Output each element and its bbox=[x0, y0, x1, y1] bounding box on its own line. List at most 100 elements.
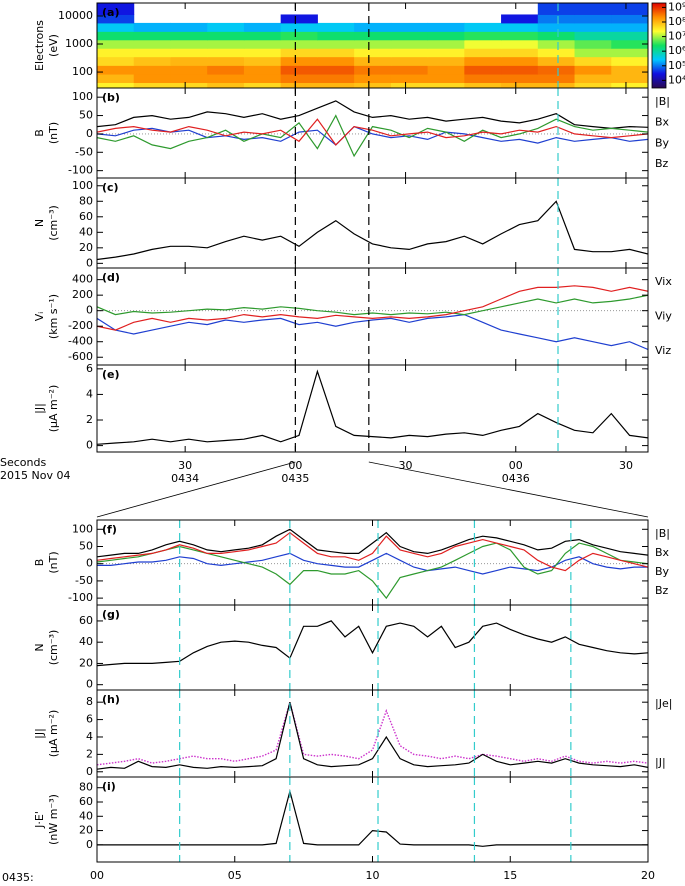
series-line bbox=[97, 542, 648, 600]
heat-cell bbox=[97, 14, 135, 24]
plot-area bbox=[97, 200, 648, 261]
y-tick-label: 100 bbox=[72, 179, 93, 192]
y-tick-label: 80 bbox=[79, 194, 93, 207]
x-tick-sublabel: 0434 bbox=[171, 472, 199, 485]
y-axis-label: |J| bbox=[33, 728, 46, 739]
plot-area bbox=[97, 699, 648, 770]
x-tick-label: 15 bbox=[503, 869, 517, 882]
zoom-line bbox=[96, 461, 296, 518]
axes-frame bbox=[96, 87, 649, 179]
y-axis-label: (cm⁻³) bbox=[47, 630, 60, 666]
heat-cell bbox=[574, 74, 612, 83]
heat-cell bbox=[97, 82, 135, 88]
heat-cell bbox=[280, 14, 318, 24]
heat-cell bbox=[611, 74, 648, 83]
legend-label: Bx bbox=[655, 546, 670, 559]
heat-cell bbox=[464, 48, 502, 58]
y-tick-label: 100 bbox=[72, 522, 93, 535]
heat-cell bbox=[574, 39, 612, 49]
heat-cell bbox=[280, 31, 318, 41]
heat-cell bbox=[97, 22, 135, 32]
heat-cell bbox=[207, 39, 245, 49]
heat-cell bbox=[501, 82, 539, 88]
heat-cell bbox=[537, 56, 576, 66]
heat-cell bbox=[501, 48, 539, 58]
y-tick-label: 100 bbox=[72, 65, 93, 78]
y-tick-label: 0 bbox=[86, 256, 93, 269]
y-axis-label: (nW m⁻³) bbox=[47, 794, 60, 845]
heat-cell bbox=[170, 31, 208, 41]
y-axis-label: (nT) bbox=[47, 551, 60, 573]
zoom-line bbox=[368, 461, 649, 518]
y-tick-label: 20 bbox=[79, 656, 93, 669]
series-line bbox=[97, 528, 648, 558]
heat-cell bbox=[97, 3, 135, 15]
heat-cell bbox=[170, 82, 208, 88]
heat-cell bbox=[280, 39, 318, 49]
heat-cell bbox=[427, 39, 465, 49]
colorbar-label: 10⁸ bbox=[668, 15, 685, 28]
heat-cell bbox=[464, 22, 502, 32]
y-tick-label: 20 bbox=[79, 824, 93, 837]
heat-cell bbox=[390, 56, 429, 66]
heat-cell bbox=[390, 74, 429, 83]
legend-label: By bbox=[655, 565, 670, 578]
heat-cell bbox=[133, 56, 171, 66]
series-line bbox=[97, 118, 648, 146]
panel-label: (h) bbox=[102, 693, 120, 706]
heat-cell bbox=[133, 82, 171, 88]
heat-cell bbox=[537, 31, 576, 41]
heat-cell bbox=[243, 56, 282, 66]
heat-cell bbox=[170, 65, 208, 75]
y-axis-label: J·E' bbox=[33, 811, 46, 829]
legend-label: Vix bbox=[655, 275, 672, 288]
heat-cell bbox=[464, 74, 502, 83]
colorbar-label: 10⁹ bbox=[668, 0, 685, 13]
y-tick-label: -200 bbox=[68, 319, 93, 332]
heat-cell bbox=[280, 82, 318, 88]
y-tick-label: 2 bbox=[86, 747, 93, 760]
x-tick-label: 05 bbox=[228, 869, 242, 882]
heat-cell bbox=[207, 22, 245, 32]
heat-cell bbox=[574, 48, 612, 58]
heat-cell bbox=[280, 74, 318, 83]
series-line bbox=[97, 531, 648, 572]
heat-cell bbox=[574, 65, 612, 75]
y-tick-label: 80 bbox=[79, 781, 93, 794]
y-tick-label: 8 bbox=[86, 695, 93, 708]
heat-cell bbox=[501, 56, 539, 66]
colorbar-label: 10⁶ bbox=[668, 44, 685, 57]
heat-cell bbox=[611, 22, 648, 32]
y-tick-label: 60 bbox=[79, 210, 93, 223]
y-tick-label: 0 bbox=[86, 304, 93, 317]
y-axis-label: (μA m⁻²) bbox=[47, 710, 60, 758]
heat-cell bbox=[537, 65, 576, 75]
heat-cell bbox=[427, 31, 465, 41]
y-axis-label: Vᵢ bbox=[33, 312, 46, 322]
y-tick-label: -100 bbox=[68, 591, 93, 604]
heat-cell bbox=[427, 82, 465, 88]
panel-label: (g) bbox=[102, 608, 120, 621]
heat-cell bbox=[354, 65, 392, 75]
heat-cell bbox=[170, 22, 208, 32]
heat-cell bbox=[611, 48, 648, 58]
heat-cell bbox=[354, 56, 392, 66]
heat-cell bbox=[501, 65, 539, 75]
heat-cell bbox=[537, 39, 576, 49]
y-tick-label: -100 bbox=[68, 164, 93, 177]
heat-cell bbox=[390, 82, 429, 88]
heat-cell bbox=[574, 14, 612, 24]
y-tick-label: 1000 bbox=[65, 37, 93, 50]
heat-cell bbox=[390, 48, 429, 58]
plot-area bbox=[97, 788, 648, 847]
colorbar bbox=[651, 2, 667, 89]
heat-cell bbox=[133, 74, 171, 83]
panel-label: (i) bbox=[102, 780, 116, 793]
y-tick-label: 100 bbox=[72, 90, 93, 103]
y-tick-label: 4 bbox=[86, 387, 93, 400]
heat-cell bbox=[611, 82, 648, 88]
heat-cell bbox=[243, 82, 282, 88]
y-tick-label: 0 bbox=[86, 765, 93, 778]
x-tick-label: 00 bbox=[288, 459, 302, 472]
